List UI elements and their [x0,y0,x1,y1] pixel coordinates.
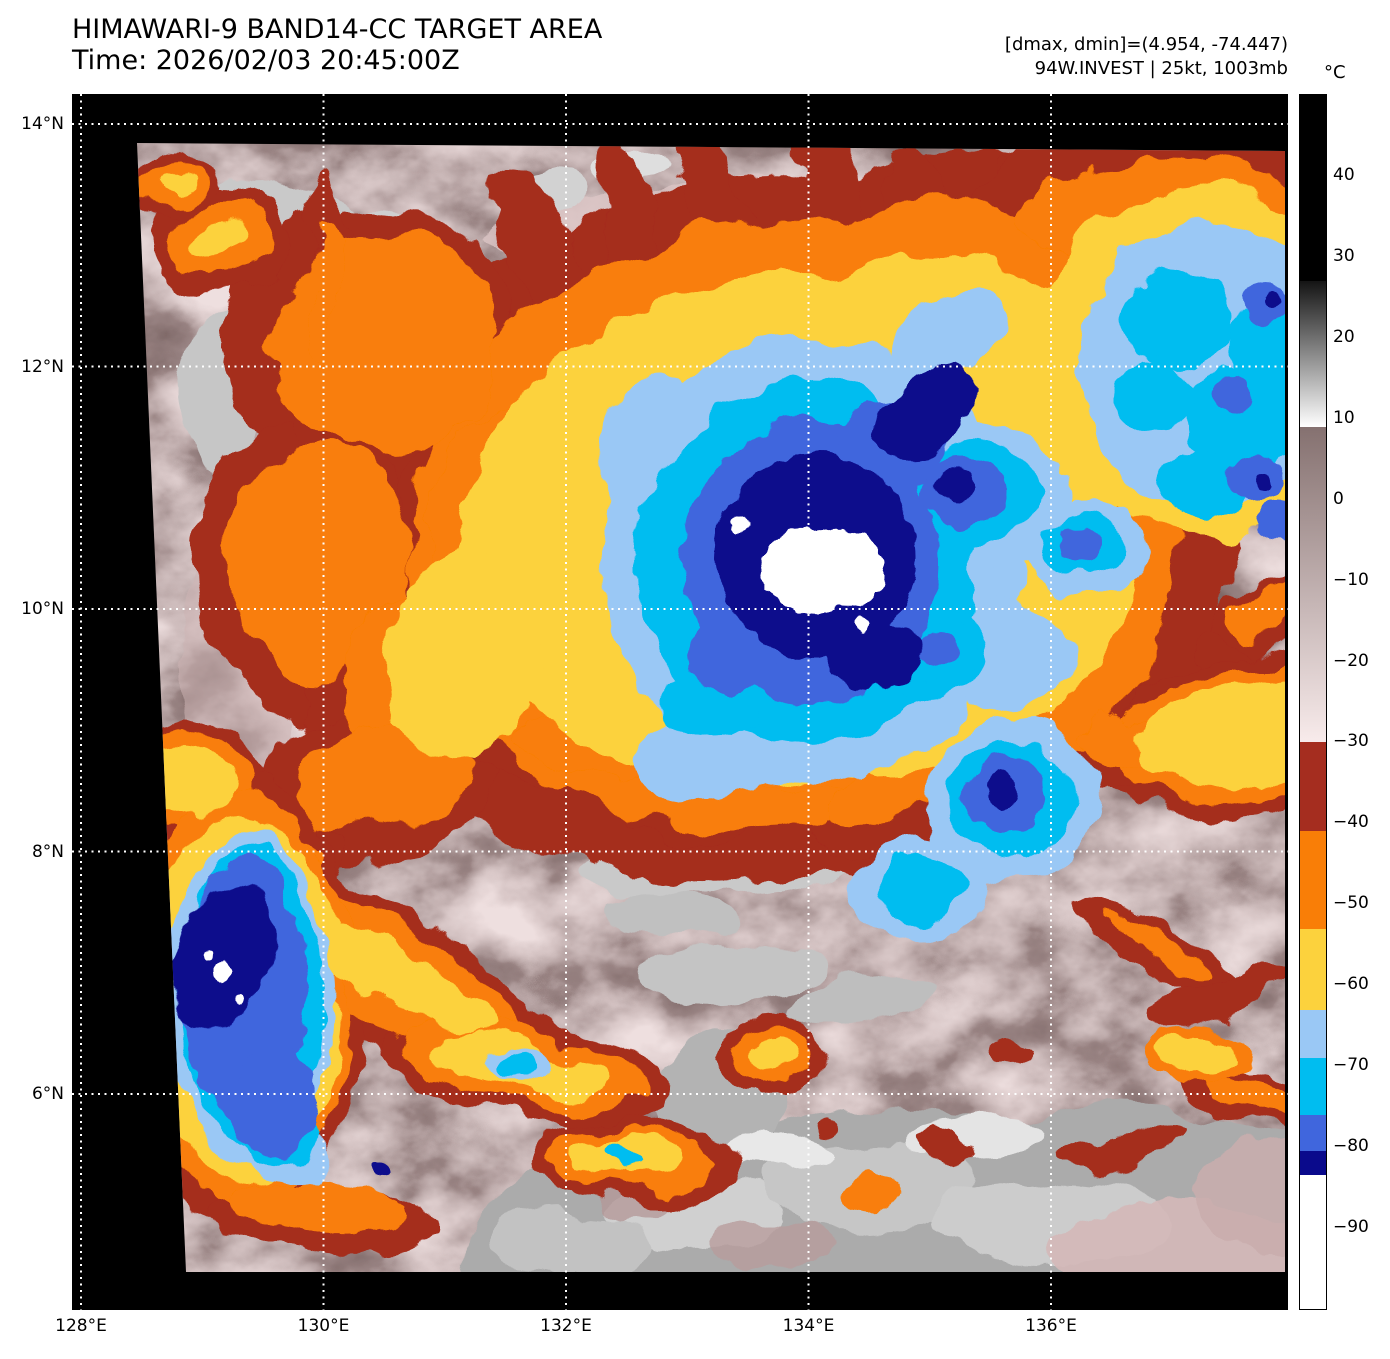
colorbar-segment [1300,1151,1326,1176]
colorbar-tick-label: −20 [1333,650,1369,671]
lat-tick-label: 6°N [31,1084,64,1104]
satellite-imagery [72,94,1288,1310]
colorbar-tick-label: −30 [1333,731,1369,752]
colorbar [1299,94,1327,1310]
lat-tick-label: 10°N [21,599,64,619]
lat-tick-label: 14°N [21,114,64,134]
colorbar-segment [1300,928,1326,1010]
colorbar-tick-label: −60 [1333,974,1369,995]
colorbar-segment [1300,1009,1326,1059]
lon-tick-label: 130°E [297,1316,350,1336]
colorbar-tick-label: 30 [1333,245,1355,266]
colorbar-segment [1300,95,1326,282]
colorbar-tick-label: 10 [1333,407,1355,428]
colorbar-tick-label: −90 [1333,1217,1369,1238]
lon-tick-label: 136°E [1025,1316,1077,1336]
colorbar-tick-label: −10 [1333,569,1369,590]
map-gridlines [72,94,1288,1310]
colorbar-segment [1300,1058,1326,1115]
colorbar-tick-label: −80 [1333,1136,1369,1157]
colorbar-tick-label: −70 [1333,1055,1369,1076]
lat-tick-label: 8°N [31,841,64,862]
colorbar-segment [1300,831,1326,929]
colorbar-segment [1300,1114,1326,1152]
page-title: HIMAWARI-9 BAND14-CC TARGET AREA [72,14,603,45]
lon-tick-label: 134°E [782,1316,835,1336]
colorbar-segment [1300,742,1326,832]
colorbar-tick-label: 40 [1333,164,1355,185]
storm-intensity-readout: 94W.INVEST | 25kt, 1003mb [1034,58,1288,79]
dmax-dmin-readout: [dmax, dmin]=(4.954, -74.447) [1004,34,1288,55]
satellite-map-plot: Copyright © 2020-2026 Dapiya [72,94,1288,1310]
lon-tick-label: 132°E [540,1316,592,1336]
colorbar-tick-label: 0 [1333,488,1344,509]
colorbar-tick-label: −50 [1333,893,1369,914]
lat-tick-label: 12°N [21,356,64,377]
lon-tick-label: 128°E [55,1316,107,1336]
colorbar-unit-label: °C [1324,62,1346,83]
colorbar-tick-label: −40 [1333,812,1369,833]
swath-art [137,143,1285,1272]
header-readouts: [dmax, dmin]=(4.954, -74.447) 94W.INVEST… [1005,33,1288,81]
colorbar-tick-label: 20 [1333,326,1355,347]
colorbar-segment [1300,1175,1326,1309]
timestamp-subtitle: Time: 2026/02/03 20:45:00Z [72,45,460,76]
colorbar-segment [1300,426,1326,743]
colorbar-segment [1300,281,1326,427]
